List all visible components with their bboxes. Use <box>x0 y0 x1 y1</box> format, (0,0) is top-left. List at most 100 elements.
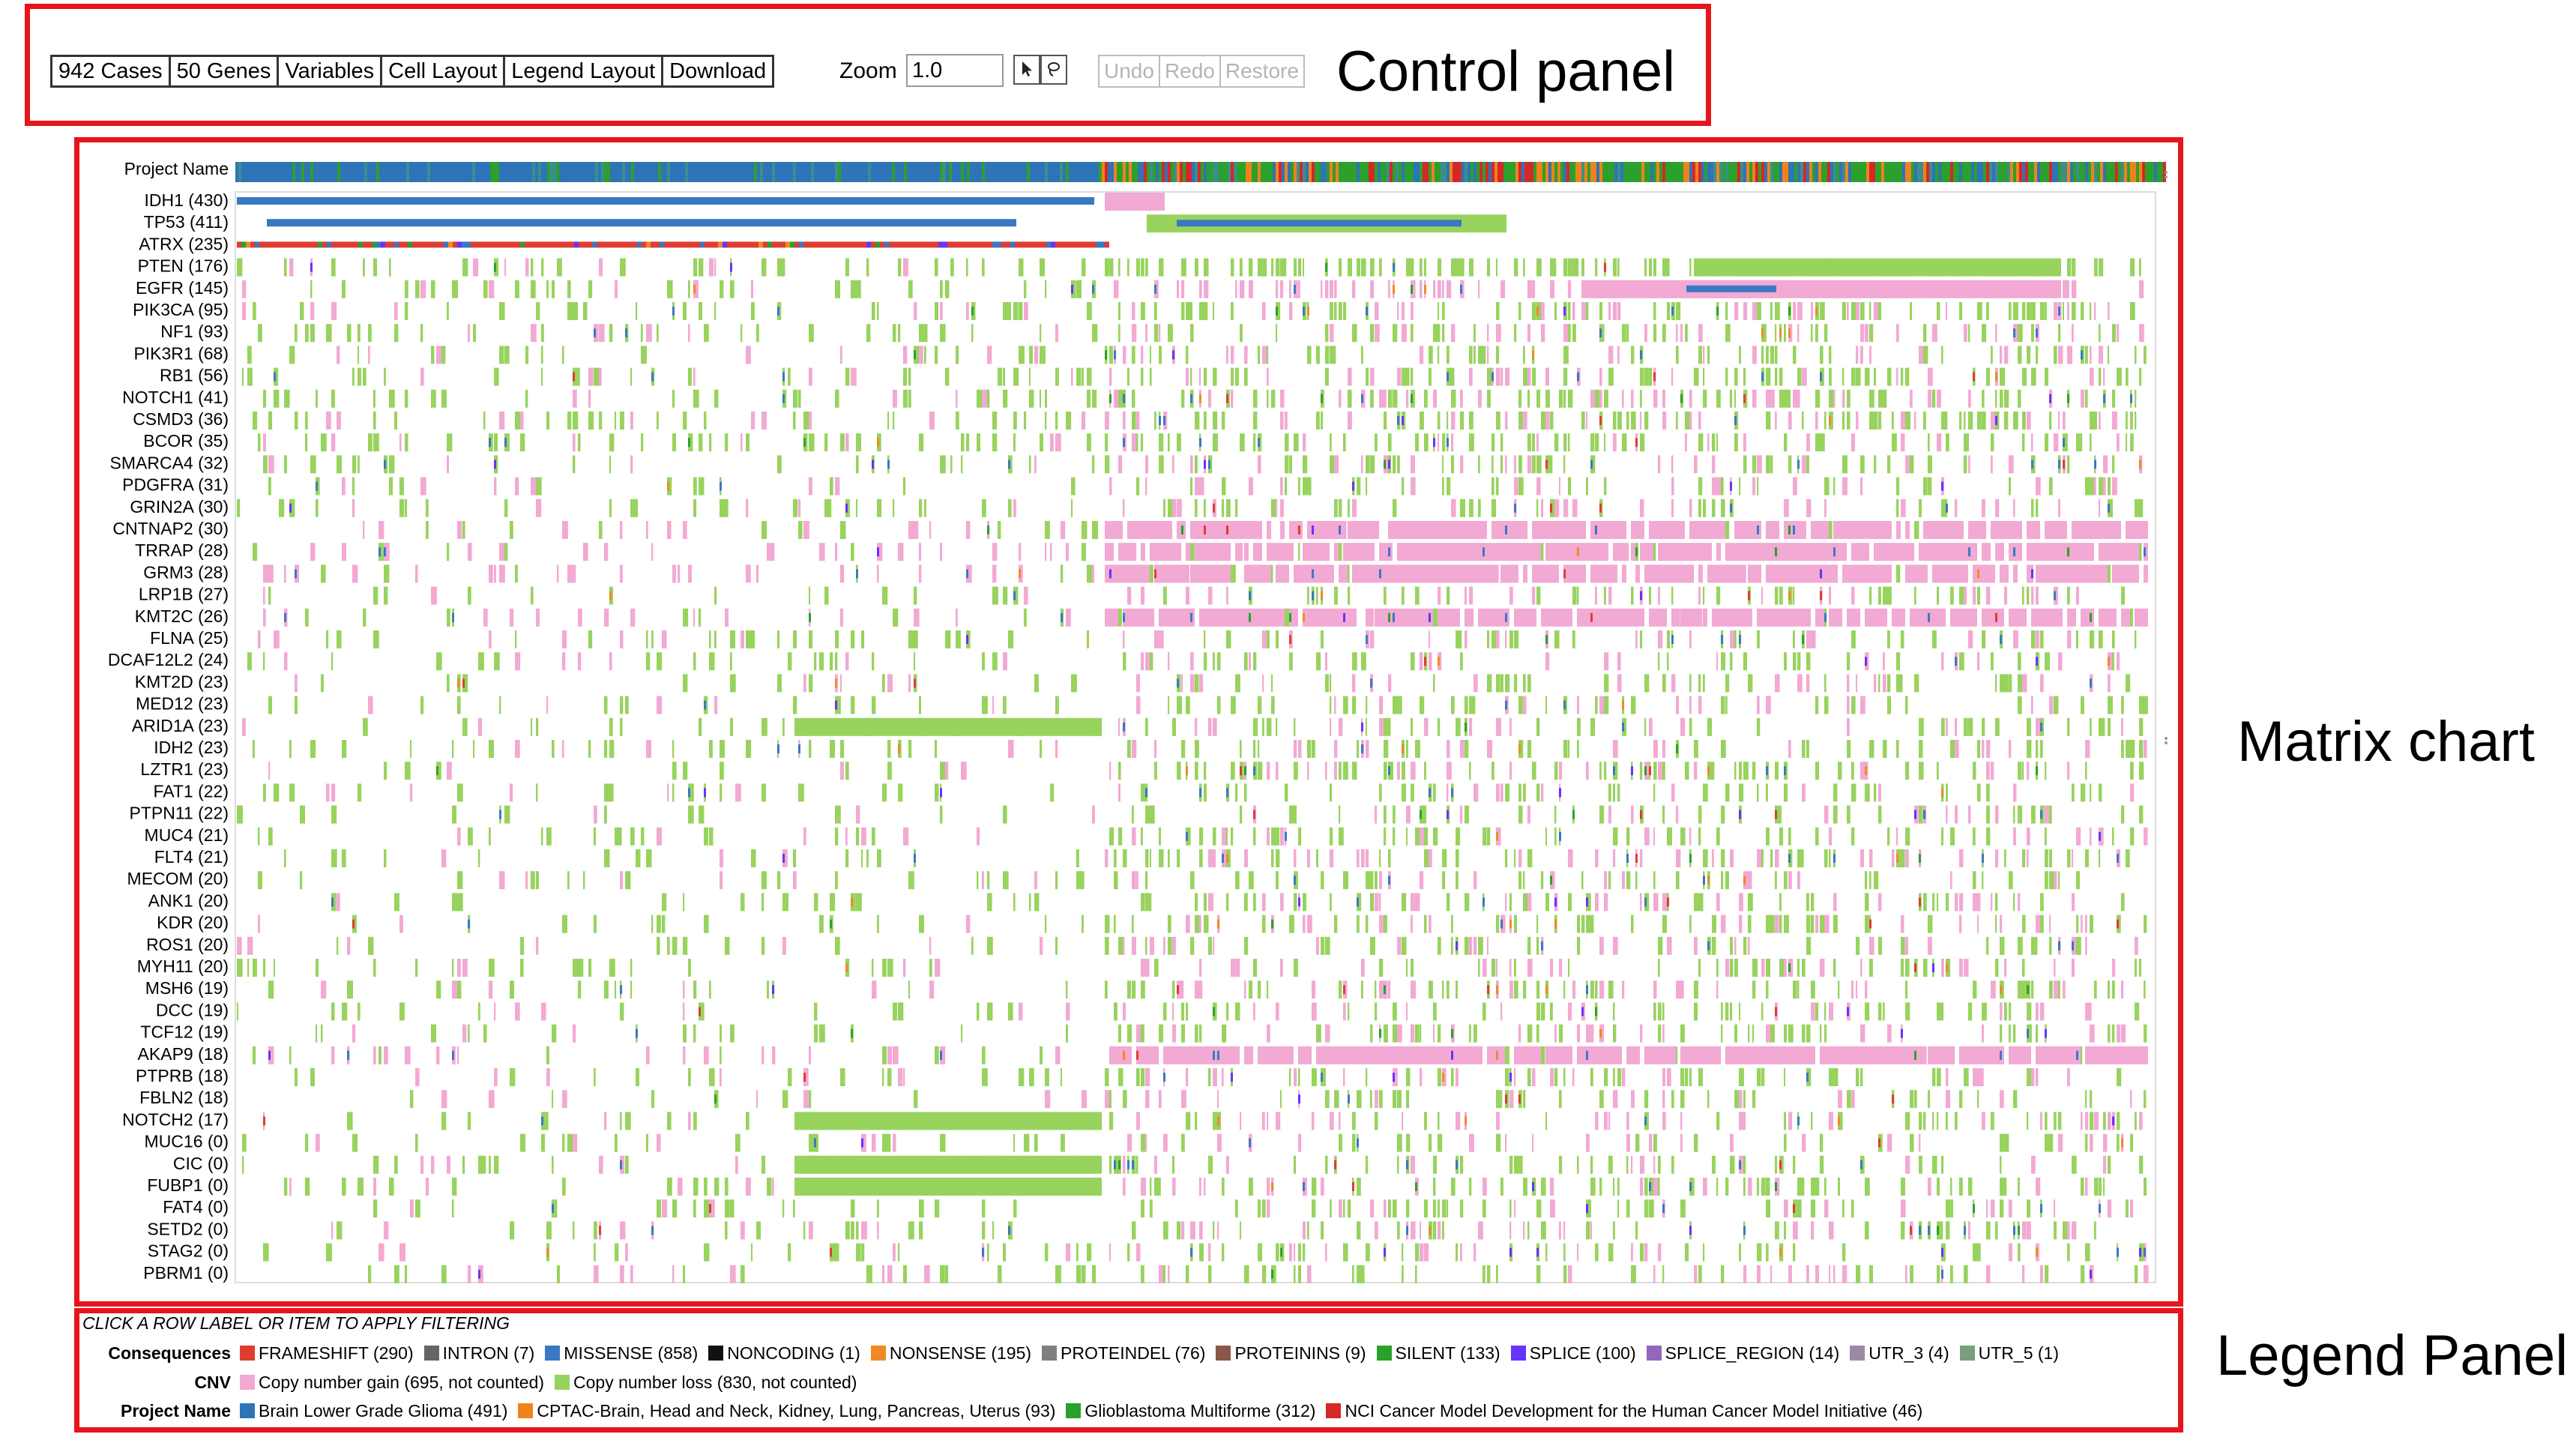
cell[interactable] <box>284 652 288 671</box>
cell[interactable] <box>1523 871 1525 890</box>
cell[interactable] <box>1487 936 1488 955</box>
cell[interactable] <box>1204 460 1206 469</box>
cell[interactable] <box>700 241 705 248</box>
cell[interactable] <box>1932 543 1937 561</box>
cell[interactable] <box>578 367 580 386</box>
cell[interactable] <box>1946 503 1948 513</box>
cell[interactable] <box>511 241 516 248</box>
cell[interactable] <box>1208 893 1213 912</box>
cell[interactable] <box>1541 543 1544 561</box>
cell[interactable] <box>1914 521 1919 539</box>
cell[interactable] <box>415 959 418 977</box>
cell[interactable] <box>1280 412 1284 430</box>
cell[interactable] <box>1397 936 1402 955</box>
cell[interactable] <box>704 700 706 710</box>
cell[interactable] <box>1361 959 1365 977</box>
cell[interactable] <box>2022 608 2027 627</box>
cell[interactable] <box>1869 608 1874 627</box>
cell[interactable] <box>1307 543 1312 561</box>
cell[interactable] <box>263 1116 265 1126</box>
cell[interactable] <box>1244 783 1247 802</box>
cell[interactable] <box>1995 324 1997 343</box>
cell[interactable] <box>541 1112 547 1130</box>
cell[interactable] <box>2018 980 2023 999</box>
cell[interactable] <box>1321 591 1323 600</box>
cell[interactable] <box>830 652 833 671</box>
cell[interactable] <box>1730 936 1733 955</box>
cell[interactable] <box>1150 608 1154 627</box>
cell[interactable] <box>1941 652 1944 671</box>
cell[interactable] <box>1955 805 1958 824</box>
cell[interactable] <box>1622 389 1624 408</box>
cell[interactable] <box>1802 521 1806 539</box>
cell[interactable] <box>1946 543 1950 561</box>
cell[interactable] <box>452 740 454 758</box>
cell[interactable] <box>1289 1068 1291 1086</box>
cell[interactable] <box>2085 1046 2090 1064</box>
cell[interactable] <box>462 258 468 277</box>
cell[interactable] <box>637 241 642 248</box>
cell[interactable] <box>1604 521 1608 539</box>
cell[interactable] <box>289 1046 292 1064</box>
cell[interactable] <box>987 936 993 955</box>
cell[interactable] <box>1145 1068 1150 1086</box>
cell[interactable] <box>1361 521 1366 539</box>
cell[interactable] <box>1662 893 1668 912</box>
cell[interactable] <box>1595 849 1599 867</box>
cell[interactable] <box>1055 1046 1061 1064</box>
cell[interactable] <box>1698 696 1702 714</box>
cell[interactable] <box>304 241 309 248</box>
cell[interactable] <box>987 871 990 890</box>
cell[interactable] <box>1716 608 1721 627</box>
cell[interactable] <box>872 980 877 999</box>
cell[interactable] <box>378 521 384 539</box>
cell[interactable] <box>1788 328 1791 338</box>
cell[interactable] <box>1082 871 1085 890</box>
cell[interactable] <box>1307 521 1312 539</box>
cell[interactable] <box>2103 477 2106 495</box>
cell[interactable] <box>720 849 724 867</box>
cell[interactable] <box>662 630 667 648</box>
cell[interactable] <box>2112 630 2115 648</box>
cell[interactable] <box>1473 783 1479 802</box>
cell[interactable] <box>1321 1073 1323 1082</box>
cell[interactable] <box>489 280 495 298</box>
cell[interactable] <box>331 433 336 452</box>
cell[interactable] <box>877 915 879 933</box>
cell[interactable] <box>1244 608 1249 627</box>
cell[interactable] <box>1195 1024 1198 1043</box>
cell[interactable] <box>1339 717 1343 736</box>
cell[interactable] <box>861 827 866 846</box>
cell[interactable] <box>1527 959 1533 977</box>
cell[interactable] <box>1887 543 1892 561</box>
cell[interactable] <box>1298 897 1300 907</box>
cell[interactable] <box>1554 543 1559 561</box>
cell[interactable] <box>651 915 654 933</box>
cell[interactable] <box>1541 412 1546 430</box>
cell[interactable] <box>1271 608 1276 627</box>
cell[interactable] <box>1307 740 1312 758</box>
cell[interactable] <box>368 324 372 343</box>
cell[interactable] <box>1586 893 1591 912</box>
cell[interactable] <box>628 241 633 248</box>
cell[interactable] <box>1694 608 1698 627</box>
cell[interactable] <box>1995 372 1997 382</box>
cell[interactable] <box>1586 302 1589 320</box>
cell[interactable] <box>291 241 295 248</box>
cell[interactable] <box>1267 608 1271 627</box>
cell[interactable] <box>1613 1068 1615 1086</box>
cell[interactable] <box>1806 1073 1809 1082</box>
cell[interactable] <box>1581 258 1584 277</box>
cell[interactable] <box>1330 455 1335 474</box>
cell[interactable] <box>1649 564 1653 583</box>
cell[interactable] <box>1595 564 1599 583</box>
cell[interactable] <box>1703 674 1705 693</box>
cell[interactable] <box>1253 959 1258 977</box>
cell[interactable] <box>1919 762 1924 780</box>
cell[interactable] <box>1671 543 1676 561</box>
cell[interactable] <box>851 280 857 298</box>
cell[interactable] <box>2045 433 2048 452</box>
cell[interactable] <box>1919 564 1923 583</box>
cell[interactable] <box>1469 367 1473 386</box>
cell[interactable] <box>1366 564 1370 583</box>
